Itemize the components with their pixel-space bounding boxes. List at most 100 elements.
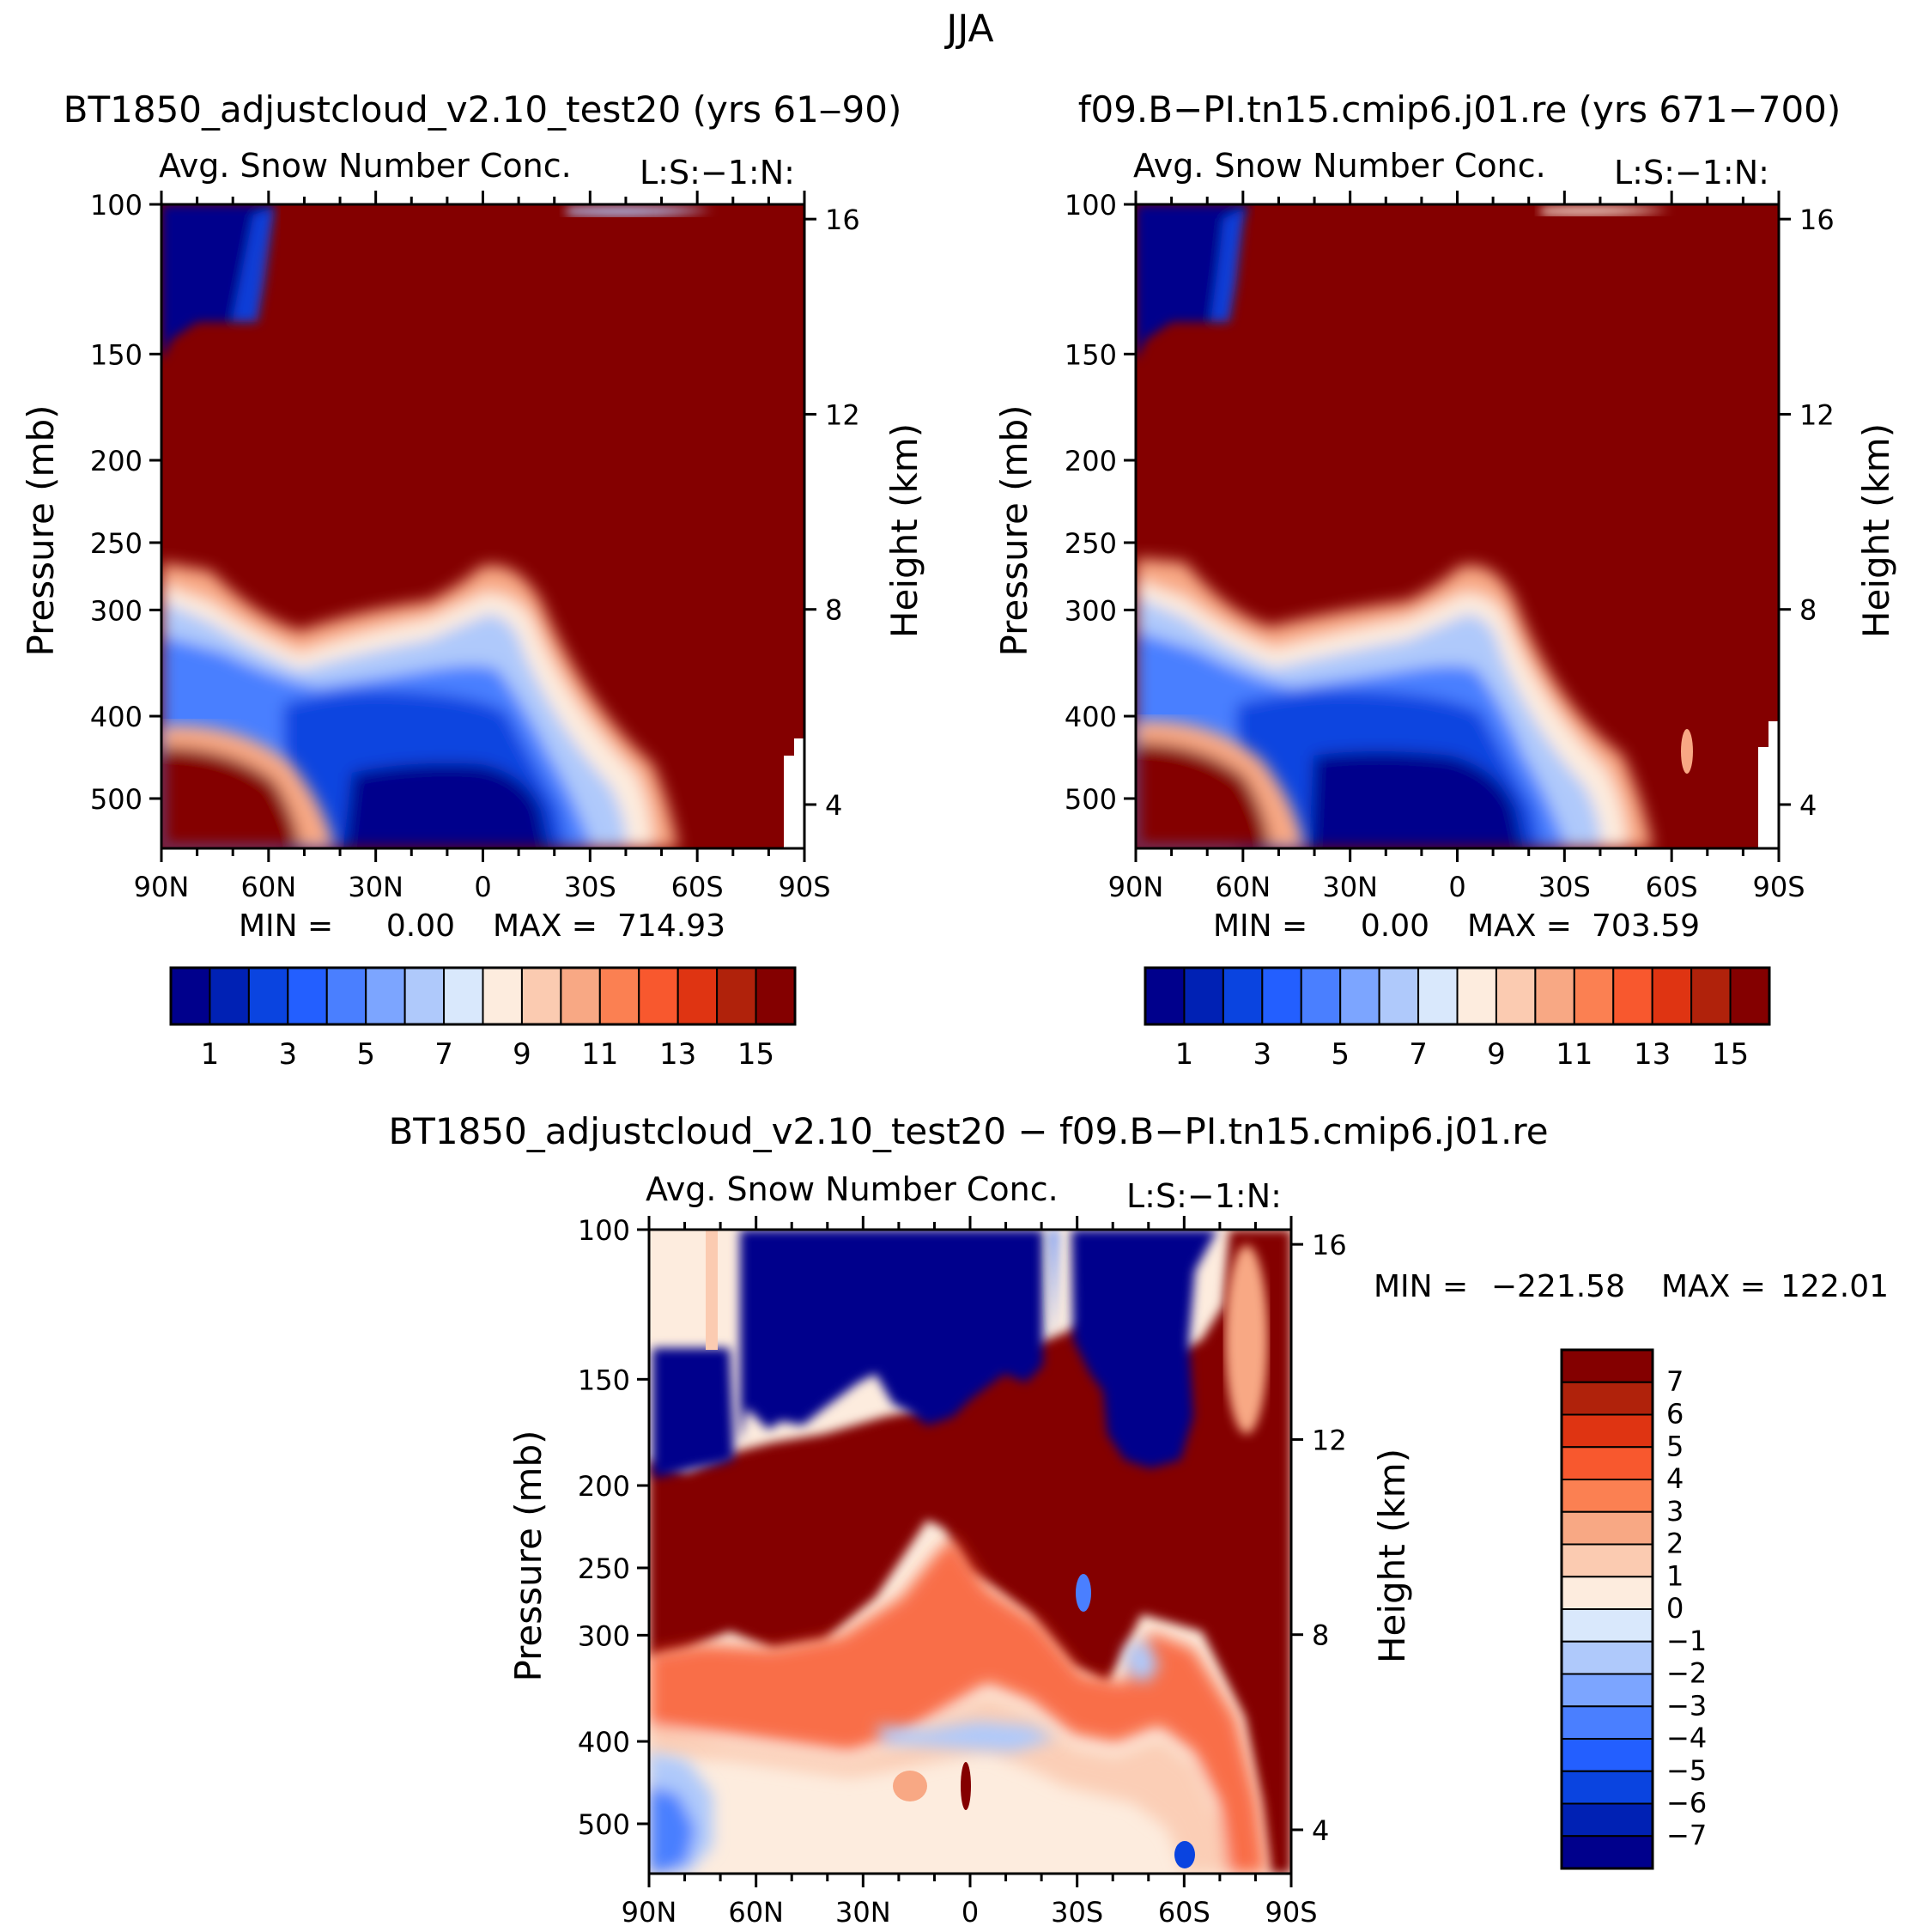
max-value: 703.59	[1592, 908, 1700, 944]
y-tick-label: 500	[578, 1808, 630, 1841]
colorbar-swatch	[1183, 967, 1224, 1025]
colorbar-swatch	[1495, 967, 1537, 1025]
colorbar-label: 15	[737, 1037, 774, 1072]
colorbar-label: −6	[1666, 1787, 1707, 1820]
colorbar-label: −5	[1666, 1754, 1707, 1787]
contour-fill-blue-top-left	[1136, 204, 1249, 361]
y2-tick-label: 12	[1312, 1424, 1347, 1456]
colorbar-label: 7	[1409, 1037, 1428, 1072]
colorbar-swatch	[1561, 1673, 1653, 1708]
y-tick-label: 150	[1065, 338, 1117, 371]
contour-fill-lower-left-red	[1136, 720, 1305, 848]
colorbar-swatch	[325, 967, 367, 1025]
y2-axis-label: Height (km)	[883, 423, 925, 638]
colorbar-label: 1	[1666, 1559, 1684, 1592]
panel-subtitle: Avg. Snow Number Conc.	[1133, 147, 1546, 185]
colorbar-swatch	[1378, 967, 1420, 1025]
x-tick-label: 0	[474, 871, 491, 903]
colorbar-label: −3	[1666, 1689, 1707, 1722]
contour-fill-blue-top	[652, 1230, 1217, 1477]
colorbar-swatch	[1561, 1770, 1653, 1805]
colorbar-swatch	[560, 967, 601, 1025]
colorbar-swatch	[1417, 967, 1459, 1025]
y-tick-label: 500	[90, 783, 143, 816]
contour-fill-right-edge	[1758, 721, 1779, 848]
panel-difference: BT1850_adjustcloud_v2.10_test20 − f09.B−…	[388, 1110, 1889, 1929]
contour-fill-upper-right-band	[1541, 206, 1670, 216]
x-tick-label: 30N	[835, 1896, 891, 1929]
y-tick-label: 200	[90, 445, 143, 477]
axes-ticks: 100 150 200 250 300 400 500 16 12 8 4 90N 60N 30N 0 30S…	[578, 1214, 1347, 1929]
x-tick-label: 30N	[1322, 871, 1378, 903]
colorbar-swatch	[443, 967, 484, 1025]
y-tick-label: 300	[1065, 594, 1117, 627]
colorbar-label: −2	[1666, 1657, 1707, 1690]
x-tick-label: 30N	[348, 871, 403, 903]
colorbar-swatch	[1573, 967, 1615, 1025]
colorbar-swatch	[598, 967, 640, 1025]
y-tick-label: 150	[90, 338, 143, 371]
colorbar-swatch	[1561, 1510, 1653, 1546]
contour-plot	[647, 1228, 1293, 1875]
colorbar-swatch	[520, 967, 562, 1025]
colorbar-swatch	[1651, 967, 1693, 1025]
colorbar-swatch	[755, 967, 796, 1025]
y-tick-label: 400	[90, 701, 143, 733]
colorbar-frame	[169, 966, 797, 1026]
colorbar-label: 13	[659, 1037, 696, 1072]
figure-title: JJA	[943, 7, 993, 51]
colorbar-frame	[1560, 1348, 1654, 1870]
min-value: 0.00	[1361, 908, 1429, 944]
colorbar-swatch	[1612, 967, 1653, 1025]
colorbar-label: 1	[1175, 1037, 1194, 1072]
colorbar-swatch	[403, 967, 446, 1025]
y2-tick-label: 8	[825, 594, 842, 627]
y2-tick-label: 4	[1799, 789, 1817, 822]
min-value: −221.58	[1491, 1269, 1625, 1304]
y-tick-label: 400	[578, 1726, 630, 1759]
panel-units: L:S:−1:N:	[1126, 1177, 1282, 1215]
colorbar-swatch	[1561, 1381, 1653, 1416]
colorbar-label: 1	[201, 1037, 220, 1072]
y2-tick-label: 4	[825, 789, 842, 822]
panel-test20: BT1850_adjustcloud_v2.10_test20 (yrs 61‒…	[20, 88, 925, 1072]
x-tick-label: 90N	[134, 871, 190, 903]
colorbar-label: 7	[1666, 1365, 1684, 1398]
colorbar-label: 4	[1666, 1462, 1684, 1495]
colorbar-swatch	[1561, 1576, 1653, 1610]
max-label: MAX =	[1467, 908, 1572, 944]
x-tick-label: 30S	[1051, 1896, 1103, 1929]
colorbar-label: −7	[1666, 1819, 1707, 1851]
colorbar-label: 5	[1331, 1037, 1350, 1072]
panel-control: f09.B−PI.tn15.cmip6.j01.re (yrs 671−700)…	[993, 88, 1897, 1072]
panel-units: L:S:−1:N:	[640, 154, 795, 191]
min-label: MIN =	[239, 908, 333, 944]
colorbar-swatch	[1300, 967, 1342, 1025]
y2-tick-label: 16	[825, 204, 860, 236]
colorbar-swatch	[638, 967, 679, 1025]
colorbar-swatch	[209, 967, 250, 1025]
colorbar-swatch	[1561, 1413, 1653, 1449]
x-tick-label: 0	[1448, 871, 1465, 903]
y2-axis-label: Height (km)	[1855, 423, 1897, 638]
colorbar-label: 5	[356, 1037, 375, 1072]
colorbar-swatch	[247, 967, 289, 1025]
colorbar-swatch	[1561, 1608, 1653, 1643]
colorbar-label: 5	[1666, 1430, 1684, 1462]
colorbar-swatch	[1339, 967, 1380, 1025]
max-value: 122.01	[1781, 1269, 1889, 1304]
min-value: 0.00	[386, 908, 455, 944]
colorbar-swatch	[1561, 1802, 1653, 1838]
x-tick-label: 60S	[671, 871, 724, 903]
colorbar-swatch	[676, 967, 719, 1025]
axes-ticks: 100 150 200 250 300 400 500 16 12 8 4 90N 60N 30N 0 30S…	[90, 189, 860, 903]
contour-plot	[1134, 203, 1781, 850]
colorbar-swatch	[1690, 967, 1732, 1025]
colorbar-swatch	[1561, 1738, 1653, 1772]
x-tick-label: 60N	[241, 871, 297, 903]
colorbar-label: −1	[1666, 1625, 1707, 1657]
colorbar-swatch	[365, 967, 406, 1025]
colorbar-label: 11	[581, 1037, 618, 1072]
